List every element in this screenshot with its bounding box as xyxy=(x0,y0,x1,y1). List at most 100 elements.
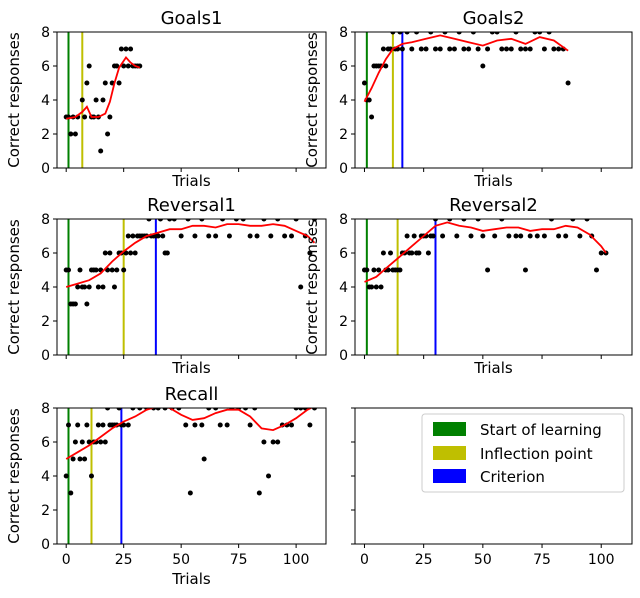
y-tick-label: 0 xyxy=(41,161,50,177)
panel-title: Recall xyxy=(165,384,219,405)
data-point xyxy=(199,219,205,222)
legend-label-criterion: Criterion xyxy=(480,468,545,486)
data-point xyxy=(68,131,74,137)
x-axis-label: Trials xyxy=(171,570,211,588)
data-point xyxy=(447,219,453,222)
panel-goals1: 0 2 4 6 8 Goals1 Trials Correct responses xyxy=(5,8,327,190)
data-point xyxy=(114,267,120,273)
panel-title: Goals2 xyxy=(463,8,525,29)
data-point xyxy=(247,233,253,239)
data-point xyxy=(217,422,223,428)
data-point xyxy=(454,233,460,239)
data-point xyxy=(369,284,375,290)
data-point xyxy=(532,32,538,35)
data-point xyxy=(409,46,415,52)
y-tick-label: 6 xyxy=(41,435,50,451)
data-point xyxy=(95,422,101,428)
data-point xyxy=(397,267,403,273)
data-point xyxy=(252,408,258,411)
smoothed-curve xyxy=(65,223,316,288)
data-point xyxy=(261,439,267,445)
data-point xyxy=(84,80,90,86)
data-point xyxy=(593,267,599,273)
data-point xyxy=(388,250,394,256)
smoothed-curve xyxy=(364,221,607,283)
panel-goals2: 0 2 4 6 8 Goals2 Trials Correct responses xyxy=(303,8,633,190)
data-point xyxy=(199,422,205,428)
data-point xyxy=(167,219,173,222)
data-point xyxy=(551,46,557,52)
data-point xyxy=(409,250,415,256)
data-point xyxy=(86,284,92,290)
smoothed-curve xyxy=(363,34,569,103)
data-point xyxy=(293,408,299,411)
y-tick-label: 6 xyxy=(339,246,348,262)
data-point xyxy=(254,233,260,239)
data-point xyxy=(312,219,318,222)
data-point xyxy=(164,250,170,256)
x-tick-label: 25 xyxy=(115,552,133,568)
data-point xyxy=(428,32,434,35)
data-point xyxy=(442,32,448,35)
data-point xyxy=(416,250,422,256)
data-point xyxy=(414,32,420,35)
panel-reversal2: 0 2 4 6 8 Reversal2 Trials Correct responses xyxy=(303,195,633,377)
y-tick-label: 6 xyxy=(41,246,50,262)
legend-swatch-inflection xyxy=(433,446,466,460)
data-point xyxy=(541,46,547,52)
data-point xyxy=(534,233,540,239)
data-point xyxy=(275,439,281,445)
data-point xyxy=(121,267,127,273)
data-point xyxy=(102,250,108,256)
data-point xyxy=(423,46,429,52)
data-point xyxy=(298,408,304,411)
plot-area xyxy=(63,408,318,544)
data-point xyxy=(447,46,453,52)
data-point xyxy=(88,473,94,479)
legend: Start of learning Inflection point Crite… xyxy=(421,413,625,493)
data-point xyxy=(107,114,113,120)
panel-reversal1: 0 2 4 6 8 Reversal1 Trials Correct responses xyxy=(5,195,327,377)
data-point xyxy=(116,408,122,411)
data-point xyxy=(598,250,604,256)
data-point xyxy=(132,250,138,256)
data-point xyxy=(70,456,76,462)
data-point xyxy=(72,131,78,137)
data-point xyxy=(397,32,403,35)
panel-recall: 0 2 4 6 8 0 25 50 75 100 Recall Trials Correct respo… xyxy=(5,384,327,588)
data-point xyxy=(504,46,510,52)
data-point xyxy=(98,148,104,154)
data-point xyxy=(201,456,207,462)
data-point xyxy=(485,46,491,52)
data-point xyxy=(518,46,524,52)
data-point xyxy=(155,408,161,411)
data-point xyxy=(130,233,136,239)
x-axis-label: Trials xyxy=(171,359,211,377)
data-point xyxy=(109,267,115,273)
data-point xyxy=(185,219,191,222)
data-point xyxy=(233,219,239,222)
x-tick-label: 75 xyxy=(533,552,551,568)
data-point xyxy=(527,46,533,52)
data-point xyxy=(213,233,219,239)
data-point xyxy=(527,233,533,239)
smoothed-curve xyxy=(65,408,314,460)
data-point xyxy=(93,267,99,273)
data-point xyxy=(268,233,274,239)
data-point xyxy=(77,456,83,462)
smoothed-curve xyxy=(66,56,141,120)
data-point xyxy=(432,219,438,222)
data-point xyxy=(430,233,436,239)
y-tick-label: 4 xyxy=(41,93,50,109)
data-point xyxy=(522,46,528,52)
plot-area xyxy=(361,32,571,168)
y-axis-label: Correct responses xyxy=(5,32,23,168)
data-point xyxy=(162,408,168,411)
x-axis-label: Trials xyxy=(473,172,513,190)
data-point xyxy=(100,284,106,290)
data-point xyxy=(100,422,106,428)
data-point xyxy=(537,32,543,35)
data-point xyxy=(178,233,184,239)
data-point xyxy=(192,233,198,239)
x-tick-label: 100 xyxy=(588,552,615,568)
